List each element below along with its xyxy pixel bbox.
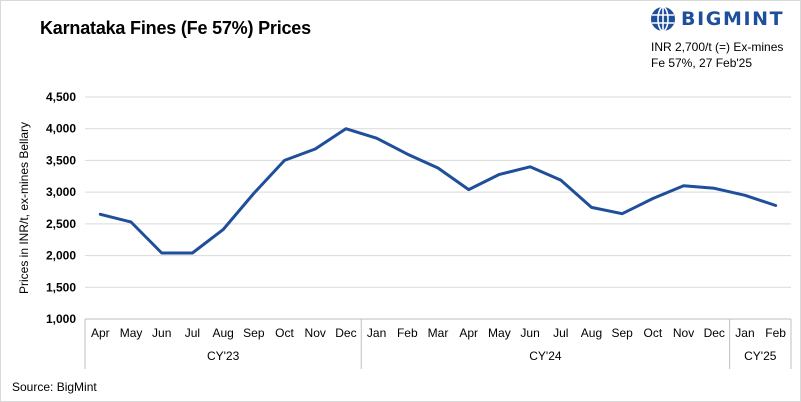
y-axis-title: Prices in INR/t, ex-mines Bellary: [17, 122, 31, 294]
price-note-line1: INR 2,700/t (=) Ex-mines: [651, 40, 784, 54]
price-note: INR 2,700/t (=) Ex-mines Fe 57%, 27 Feb'…: [651, 39, 783, 71]
x-group-label: CY'25: [744, 349, 777, 363]
x-tick-label: Aug: [581, 326, 602, 340]
y-tick-label: 4,000: [46, 122, 76, 136]
x-tick-label: Feb: [397, 326, 418, 340]
x-tick-label: Apr: [459, 326, 478, 340]
x-tick-label: Nov: [673, 326, 694, 340]
x-tick-label: Oct: [644, 326, 663, 340]
bigmint-logo: BIGMINT: [650, 5, 795, 33]
price-note-line2: Fe 57%, 27 Feb'25: [651, 56, 753, 70]
brand-name: BIGMINT: [681, 8, 785, 30]
x-tick-label: Sep: [243, 326, 265, 340]
x-tick-label: Jan: [735, 326, 754, 340]
x-tick-label: Aug: [212, 326, 233, 340]
x-tick-label: May: [120, 326, 143, 340]
x-tick-label: Dec: [704, 326, 725, 340]
x-tick-label: Apr: [91, 326, 110, 340]
y-tick-label: 1,500: [46, 280, 76, 294]
x-tick-label: Dec: [335, 326, 356, 340]
y-tick-label: 2,500: [46, 217, 76, 231]
x-tick-label: May: [488, 326, 511, 340]
x-tick-label: Mar: [428, 326, 449, 340]
x-group-label: CY'23: [207, 349, 240, 363]
x-tick-label: Sep: [611, 326, 633, 340]
x-tick-label: Jul: [185, 326, 200, 340]
x-tick-label: Jun: [520, 326, 539, 340]
x-tick-label: Jul: [553, 326, 568, 340]
x-tick-label: Jun: [152, 326, 171, 340]
x-tick-label: Nov: [305, 326, 326, 340]
x-tick-label: Feb: [765, 326, 786, 340]
y-tick-label: 2,000: [46, 249, 76, 263]
y-tick-label: 4,500: [46, 90, 76, 104]
y-tick-label: 3,500: [46, 153, 76, 167]
x-tick-label: Oct: [275, 326, 294, 340]
price-series-line: [98, 127, 778, 255]
globe-logo-icon: [651, 6, 675, 32]
y-tick-label: 1,000: [46, 312, 76, 326]
x-tick-label: Jan: [367, 326, 386, 340]
source-label: Source: BigMint: [12, 380, 97, 394]
chart-title: Karnataka Fines (Fe 57%) Prices: [40, 18, 311, 38]
x-group-label: CY'24: [529, 349, 562, 363]
y-tick-label: 3,000: [46, 185, 76, 199]
